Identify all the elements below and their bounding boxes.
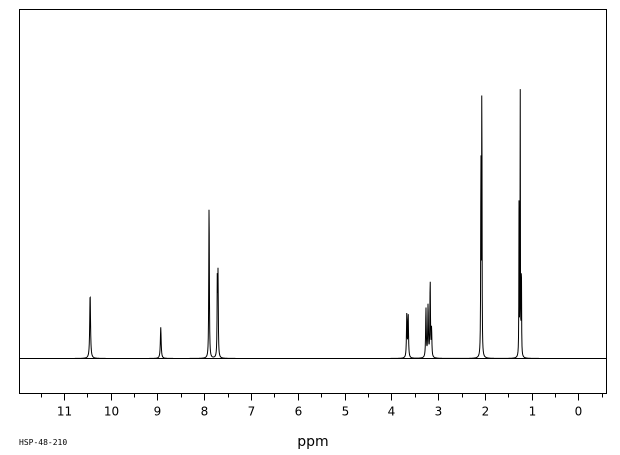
tick-label: 4	[388, 405, 396, 419]
tick-labels: 11 10 9 8 7 6 5 4 3 2 1 0	[57, 405, 582, 419]
sample-id-label: HSP-48-210	[19, 438, 67, 447]
tick-label: 7	[248, 405, 256, 419]
tick-label: 0	[575, 405, 583, 419]
major-ticks	[64, 393, 579, 401]
tick-label: 1	[529, 405, 537, 419]
tick-label: 6	[295, 405, 303, 419]
spectrum-trace	[20, 89, 606, 359]
tick-label: 3	[435, 405, 443, 419]
tick-label: 2	[482, 405, 490, 419]
tick-label: 5	[342, 405, 350, 419]
minor-ticks	[41, 393, 603, 398]
tick-label: 10	[104, 405, 119, 419]
tick-label: 11	[57, 405, 72, 419]
plot-frame	[19, 9, 607, 394]
x-axis-title: ppm	[297, 434, 328, 450]
tick-label: 8	[201, 405, 209, 419]
tick-label: 9	[154, 405, 162, 419]
